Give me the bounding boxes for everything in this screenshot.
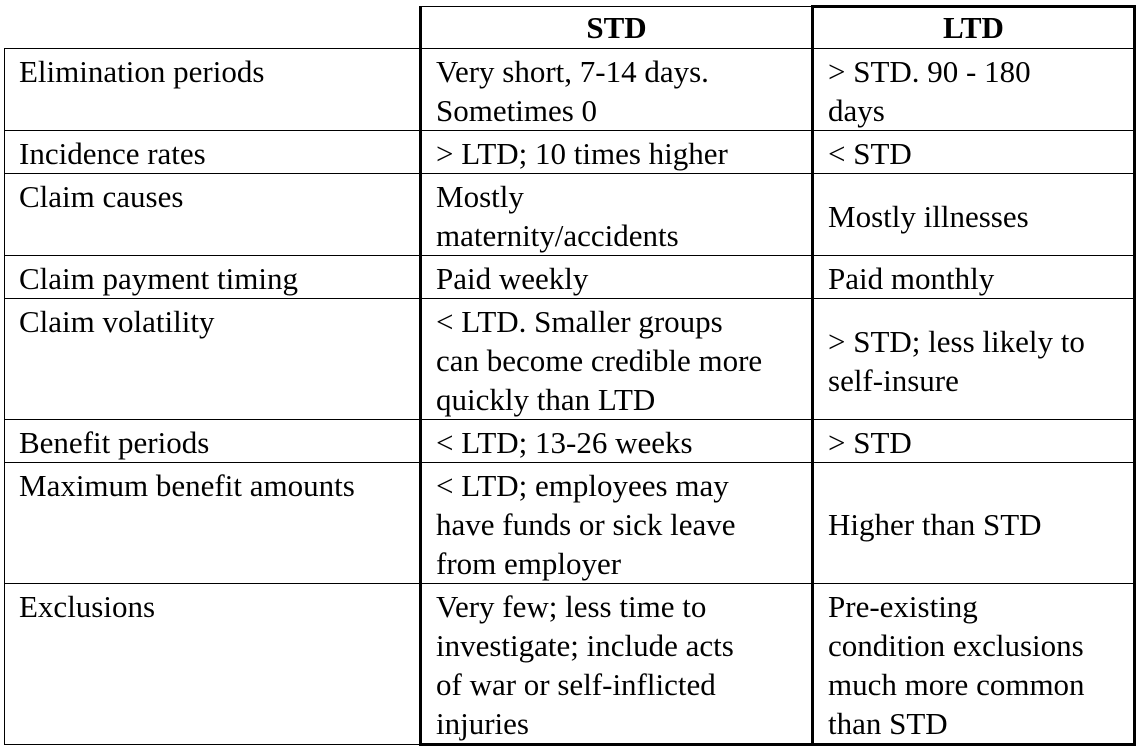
std-cell: Very short, 7-14 days. Sometimes 0 [419, 48, 814, 131]
table-row: Incidence rates > LTD; 10 times higher <… [4, 130, 1136, 174]
row-label: Exclusions [4, 583, 421, 745]
ltd-cell: > STD; less likely to self-insure [812, 298, 1136, 420]
std-cell: < LTD; 13-26 weeks [419, 419, 814, 463]
row-label: Maximum benefit amounts [4, 462, 421, 584]
header-ltd: LTD [812, 5, 1136, 49]
header-row: STD LTD [4, 5, 1136, 49]
ltd-cell: < STD [812, 130, 1136, 174]
table-row: Elimination periods Very short, 7-14 day… [4, 48, 1136, 131]
row-label: Elimination periods [4, 48, 421, 131]
row-label: Claim causes [4, 173, 421, 256]
table-row: Claim volatility < LTD. Smaller groups c… [4, 298, 1136, 420]
std-cell: Very few; less time to investigate; incl… [419, 583, 814, 746]
table-row: Maximum benefit amounts < LTD; employees… [4, 462, 1136, 584]
std-cell: < LTD. Smaller groups can become credibl… [419, 298, 814, 420]
row-label: Incidence rates [4, 130, 421, 174]
std-cell: < LTD; employees may have funds or sick … [419, 462, 814, 584]
table-row: Claim payment timing Paid weekly Paid mo… [4, 255, 1136, 299]
table-row: Claim causes Mostly maternity/accidents … [4, 173, 1136, 256]
std-cell: > LTD; 10 times higher [419, 130, 814, 174]
header-std: STD [419, 6, 814, 49]
std-cell: Mostly maternity/accidents [419, 173, 814, 256]
std-cell: Paid weekly [419, 255, 814, 299]
row-label: Claim payment timing [4, 255, 421, 299]
ltd-cell: > STD [812, 419, 1136, 463]
table-row: Exclusions Very few; less time to invest… [4, 583, 1136, 746]
ltd-cell: Higher than STD [812, 462, 1136, 584]
table-row: Benefit periods < LTD; 13-26 weeks > STD [4, 419, 1136, 463]
ltd-cell: Mostly illnesses [812, 173, 1136, 256]
row-label: Benefit periods [4, 419, 421, 463]
row-label: Claim volatility [4, 298, 421, 420]
std-ltd-comparison-table: STD LTD Elimination periods Very short, … [4, 5, 1136, 746]
ltd-cell: Paid monthly [812, 255, 1136, 299]
ltd-cell: > STD. 90 - 180 days [812, 48, 1136, 131]
ltd-cell: Pre-existing condition exclusions much m… [812, 583, 1136, 746]
header-corner-cell [4, 6, 421, 49]
